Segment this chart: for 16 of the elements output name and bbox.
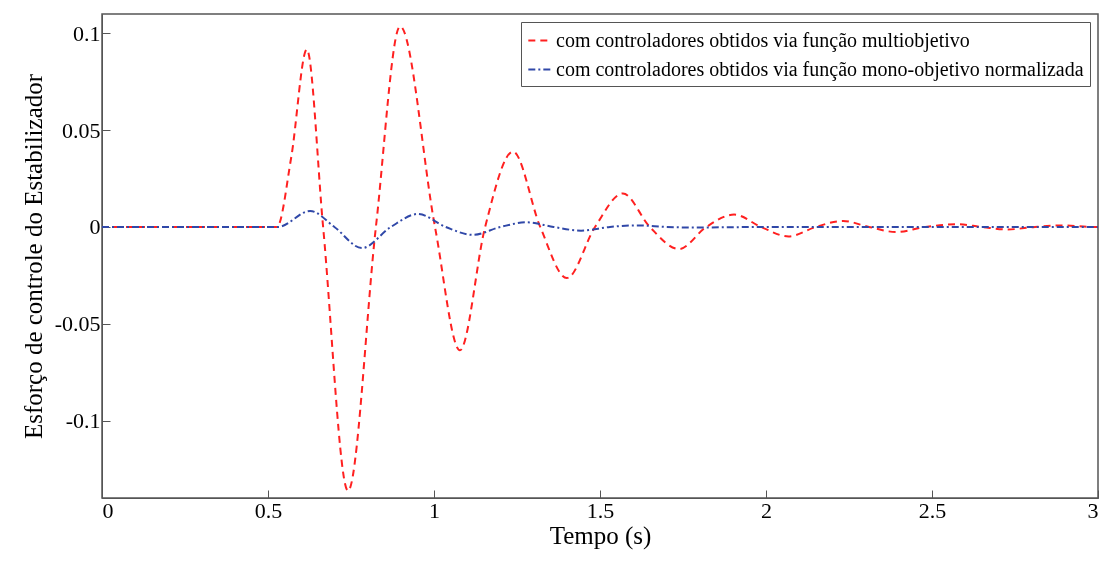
x-tick-label: 3 bbox=[1087, 497, 1099, 523]
x-axis-title: Tempo (s) bbox=[549, 521, 652, 550]
y-axis-title: Esforço de controle do Estabilizador bbox=[19, 73, 47, 440]
legend-label: com controladores obtidos via função mono-objetivo normalizada bbox=[556, 57, 1084, 81]
legend-label: com controladores obtidos via função multiobjetivo bbox=[556, 28, 970, 52]
y-tick-label: 0.05 bbox=[62, 117, 101, 143]
x-tick-label: 0.5 bbox=[254, 497, 283, 523]
y-tick-label: -0.05 bbox=[54, 311, 101, 337]
x-tick-label: 1.5 bbox=[586, 497, 615, 523]
y-tick-label: 0.1 bbox=[73, 20, 101, 46]
x-tick-label: 2.5 bbox=[918, 497, 947, 523]
x-tick-label: 1 bbox=[429, 497, 440, 523]
x-tick-label: 2 bbox=[761, 497, 772, 523]
line-series bbox=[102, 209, 1098, 250]
y-tick-label: 0 bbox=[89, 214, 101, 240]
y-tick-label: -0.1 bbox=[65, 408, 101, 434]
